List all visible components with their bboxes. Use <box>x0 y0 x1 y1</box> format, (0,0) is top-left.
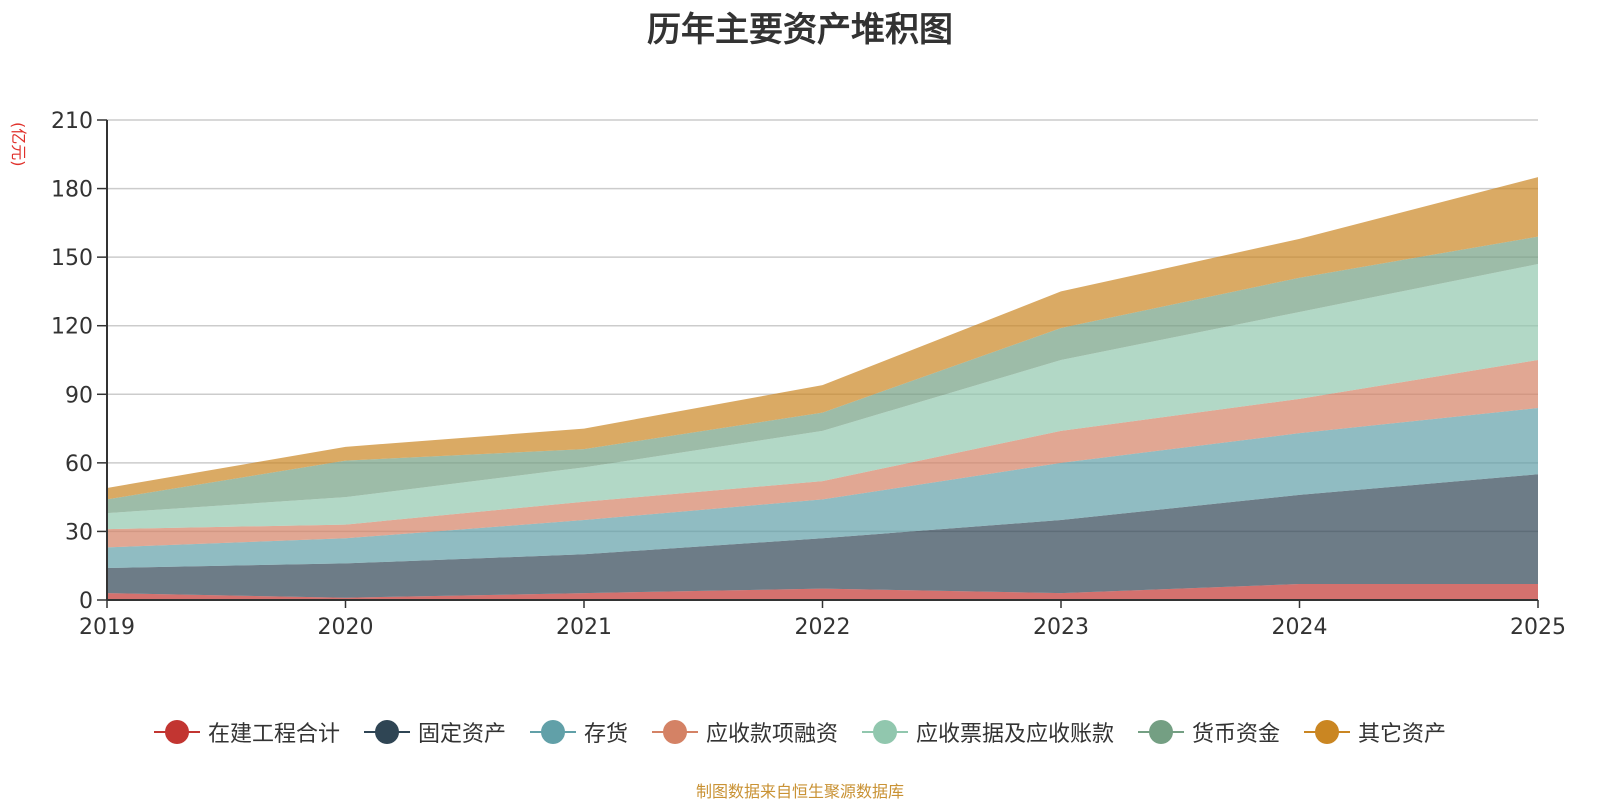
area-series-0 <box>107 584 1538 600</box>
x-tick-label: 2024 <box>1272 615 1328 640</box>
legend-item[interactable]: 应收票据及应收账款 <box>862 716 1114 748</box>
legend-label: 在建工程合计 <box>207 722 340 747</box>
legend-item[interactable]: 存货 <box>529 716 628 748</box>
x-tick-label: 2025 <box>1510 615 1566 640</box>
area-series-4 <box>107 264 1538 530</box>
y-tick-label: 180 <box>51 178 93 203</box>
axes: 0 30 60 90 120 150 180 210 2019 2020 2021 2022 2023 2… <box>51 109 1566 640</box>
y-tick-label: 150 <box>51 246 93 271</box>
legend-item[interactable]: 固定资产 <box>363 716 506 748</box>
legend-label: 固定资产 <box>417 722 506 747</box>
area-series-1 <box>107 474 1538 598</box>
legend-label: 货币资金 <box>1192 722 1281 747</box>
legend-marker-icon <box>862 719 908 745</box>
legend: 在建工程合计 固定资产 存货 应收款项融资 应收票据及应收账款 货币资金 其它资产 <box>0 716 1600 748</box>
y-tick-label: 210 <box>51 109 93 134</box>
source-note: 制图数据来自恒生聚源数据库 <box>695 782 904 801</box>
legend-marker-icon <box>529 719 576 745</box>
y-tick-label: 60 <box>65 452 93 477</box>
legend-marker-icon <box>1138 719 1185 745</box>
y-tick-label: 90 <box>65 383 93 408</box>
y-tick-label: 30 <box>65 520 93 545</box>
legend-label: 应收票据及应收账款 <box>916 722 1115 747</box>
y-tick-label: 120 <box>51 315 93 340</box>
x-tick-label: 2021 <box>556 615 612 640</box>
area-series-3 <box>107 360 1538 548</box>
area-series <box>107 177 1538 600</box>
x-tick-label: 2023 <box>1033 615 1089 640</box>
x-tick-label: 2022 <box>795 615 851 640</box>
legend-item[interactable]: 货币资金 <box>1138 716 1280 748</box>
legend-marker-icon <box>363 719 410 745</box>
legend-item[interactable]: 在建工程合计 <box>153 716 340 748</box>
legend-marker-icon <box>153 719 200 745</box>
legend-marker-icon <box>1304 719 1351 745</box>
legend-label: 其它资产 <box>1358 722 1447 747</box>
area-series-6 <box>107 177 1538 500</box>
y-tick-label: 0 <box>79 589 93 614</box>
legend-item[interactable]: 应收款项融资 <box>651 716 838 748</box>
area-series-5 <box>107 236 1538 514</box>
legend-label: 应收款项融资 <box>705 722 838 747</box>
chart-title: 历年主要资产堆积图 <box>647 10 953 50</box>
x-tick-label: 2020 <box>318 615 374 640</box>
legend-item[interactable]: 其它资产 <box>1304 716 1446 748</box>
x-tick-label: 2019 <box>79 615 135 640</box>
legend-marker-icon <box>651 719 698 745</box>
legend-label: 存货 <box>583 722 628 747</box>
y-axis-unit: (亿元) <box>9 122 28 167</box>
